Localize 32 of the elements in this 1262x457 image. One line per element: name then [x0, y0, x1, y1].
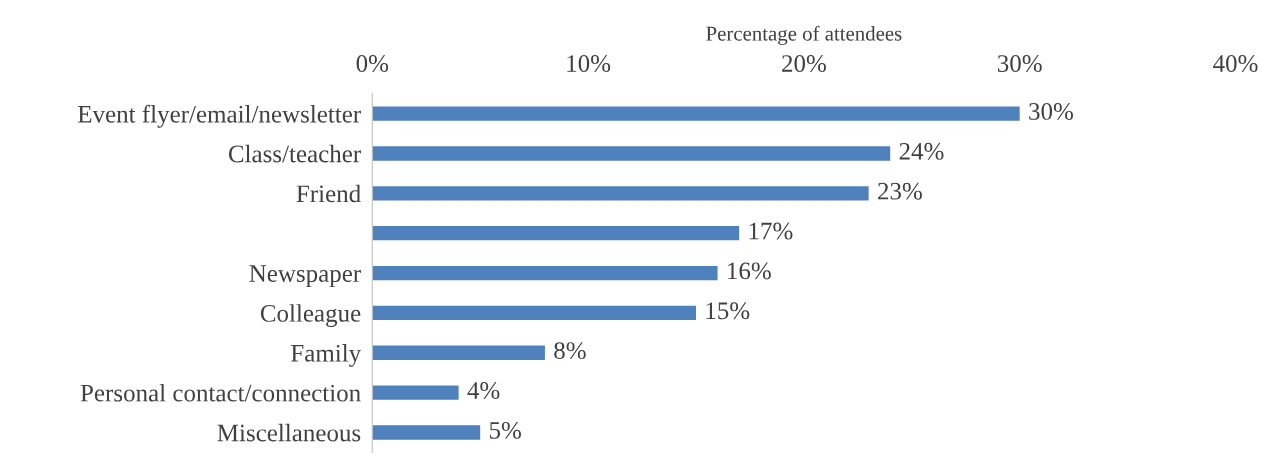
y-tick-label: Colleague	[260, 304, 361, 327]
x-tick-label: 40%	[1213, 55, 1258, 73]
bar	[372, 425, 481, 440]
bar	[372, 186, 869, 201]
bar	[372, 385, 459, 400]
data-label: 8%	[554, 342, 586, 360]
bar	[372, 146, 891, 161]
data-label: 15%	[706, 302, 750, 320]
data-label: 24%	[899, 142, 944, 160]
x-tick-label: 10%	[567, 55, 611, 73]
data-label: 4%	[467, 382, 500, 399]
bar	[372, 265, 718, 281]
y-tick-label: Class/teacher	[228, 144, 361, 163]
data-label: 17%	[749, 222, 793, 240]
y-tick-label: Event flyer/email/newsletter	[77, 104, 361, 128]
x-axis-title: Percentage of attendees	[706, 25, 902, 45]
y-tick-label: Miscellaneous	[217, 423, 361, 442]
bar	[372, 226, 740, 241]
y-tick-label: Newspaper	[249, 265, 361, 288]
bar	[372, 305, 696, 321]
y-tick-label: Family	[291, 344, 362, 367]
data-label: 23%	[878, 182, 922, 200]
y-tick-label: Friend	[296, 184, 361, 203]
y-tick-label: Personal contact/connection	[80, 383, 361, 402]
data-label: 5%	[489, 421, 521, 439]
bar	[372, 106, 1020, 121]
x-tick-label: 30%	[997, 55, 1042, 73]
data-label: 16%	[728, 262, 771, 280]
bar	[372, 345, 545, 360]
x-tick-label: 0%	[356, 55, 389, 73]
x-tick-label: 20%	[782, 55, 826, 73]
data-label: 30%	[1029, 103, 1073, 120]
